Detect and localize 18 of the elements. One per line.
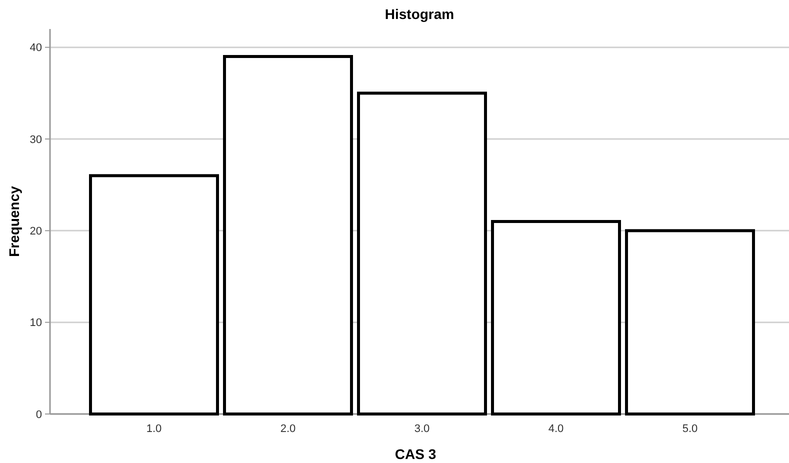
y-tick-label: 0 (36, 408, 42, 421)
bar (625, 229, 755, 416)
bar (223, 55, 353, 416)
x-tick-label: 3.0 (414, 423, 430, 435)
y-tick-label: 40 (30, 42, 42, 54)
chart-title: Histogram (384, 6, 454, 22)
y-tick-label: 30 (30, 134, 42, 146)
x-axis-title: CAS 3 (394, 446, 436, 462)
x-tick-label: 4.0 (548, 423, 564, 435)
x-tick-label: 1.0 (146, 423, 162, 435)
bar (357, 92, 487, 416)
bar (89, 174, 219, 416)
bar (491, 220, 621, 416)
x-tick-label: 2.0 (280, 423, 296, 435)
y-tick-label: 20 (30, 226, 42, 238)
x-tick-label: 5.0 (682, 423, 698, 435)
y-axis-title: Frequency (6, 186, 22, 257)
y-tick-label: 10 (30, 317, 42, 330)
